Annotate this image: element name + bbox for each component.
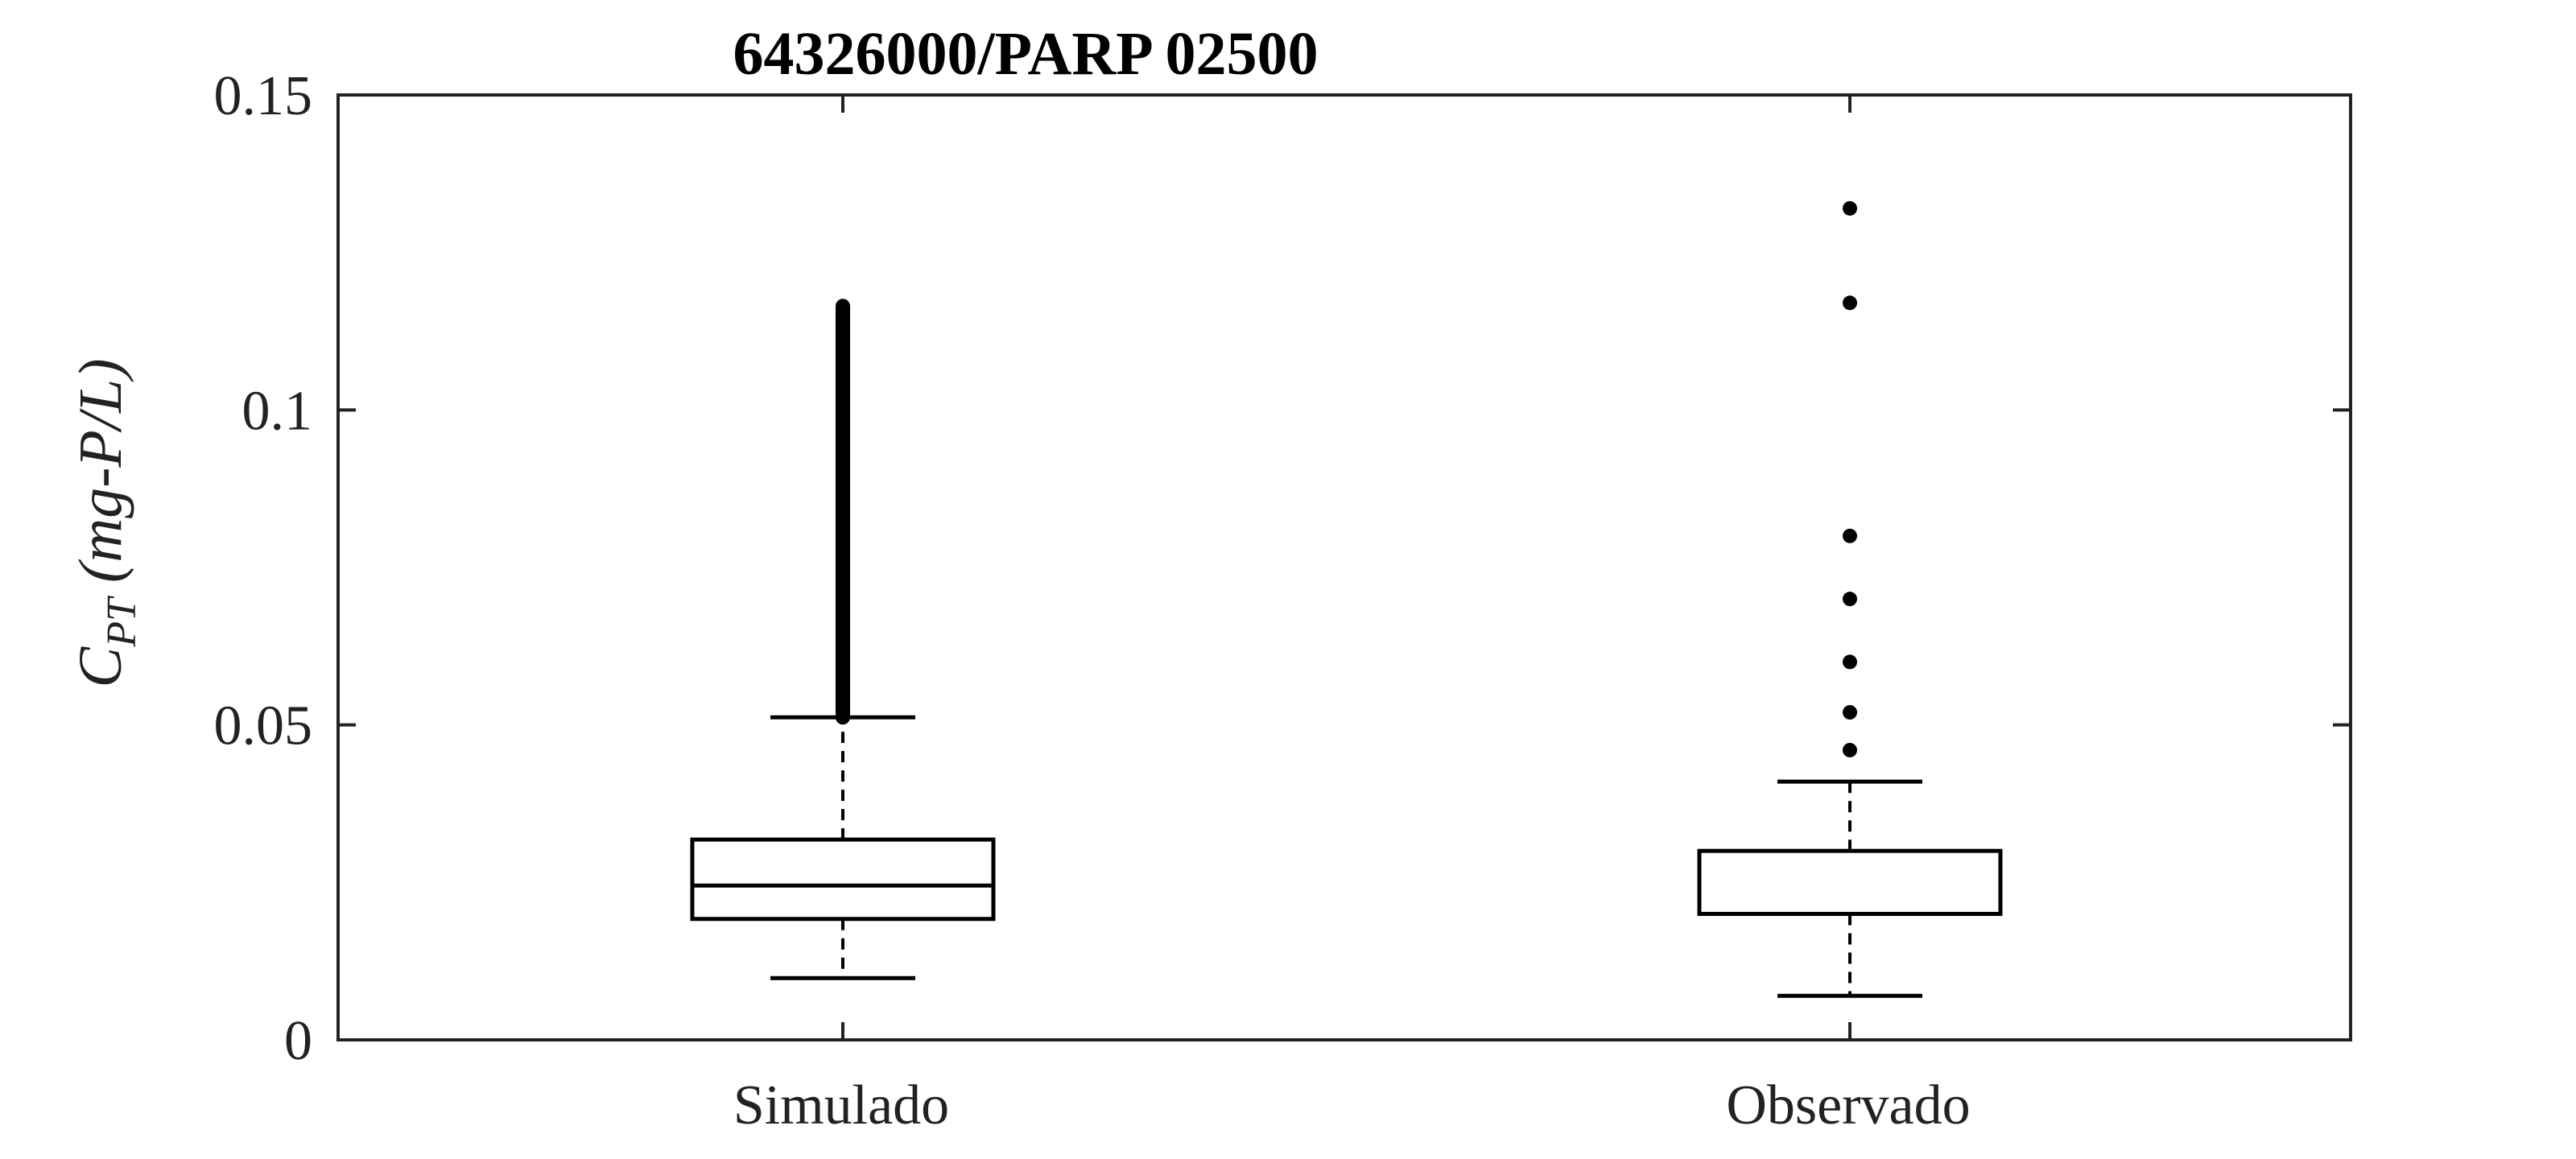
outlier-point [1843, 705, 1857, 720]
iqr-box [690, 837, 996, 922]
outlier-point [1843, 592, 1857, 607]
box-observado [1697, 200, 2003, 998]
axis-ticks: 0 0.05 0.1 0.15 Simulado Observado [214, 65, 2351, 1136]
y-axis-label-subscript: PT [99, 596, 145, 648]
box-simulado [690, 299, 996, 980]
outlier-point [1843, 742, 1857, 757]
chart-title: 64326000/PARP 02500 [733, 20, 1319, 88]
outlier-point [1843, 295, 1857, 311]
y-tick-label: 0.05 [214, 695, 313, 757]
y-tick-label: 0 [284, 1010, 312, 1072]
y-tick-label: 0.15 [214, 65, 313, 127]
y-tick-label: 0.1 [242, 380, 313, 442]
y-axis-label-main: C [67, 646, 134, 688]
x-tick-label: Simulado [733, 1074, 949, 1136]
outlier-point [1843, 200, 1857, 216]
outlier-point [1843, 654, 1857, 670]
x-tick-label: Observado [1726, 1074, 1970, 1136]
plot-frame [336, 93, 2352, 1041]
y-axis-label-unit: (mg-P/L) [67, 358, 134, 598]
outlier-point [1843, 528, 1857, 543]
y-axis-label: CPT (mg-P/L) [67, 358, 145, 687]
plot-area [690, 200, 2003, 998]
iqr-box [1697, 848, 2003, 916]
